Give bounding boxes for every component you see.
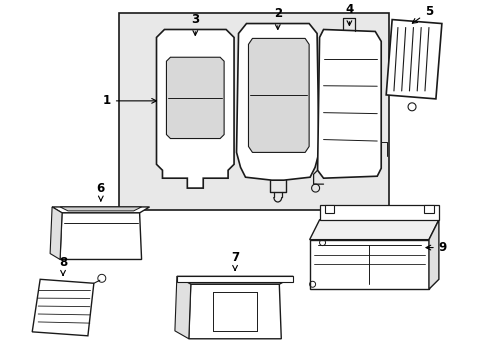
Polygon shape xyxy=(236,23,319,180)
Polygon shape xyxy=(175,276,190,339)
Polygon shape xyxy=(166,57,224,139)
Polygon shape xyxy=(177,276,293,284)
Text: 1: 1 xyxy=(102,94,156,107)
Polygon shape xyxy=(248,39,308,152)
Polygon shape xyxy=(386,19,441,99)
Polygon shape xyxy=(317,30,381,178)
Text: 7: 7 xyxy=(230,251,239,270)
Bar xyxy=(324,205,334,213)
Text: 8: 8 xyxy=(59,256,67,275)
Polygon shape xyxy=(309,220,438,240)
Polygon shape xyxy=(60,207,142,211)
Polygon shape xyxy=(50,207,62,260)
Text: 4: 4 xyxy=(345,3,353,26)
Polygon shape xyxy=(428,220,438,289)
Polygon shape xyxy=(177,276,293,282)
Text: 3: 3 xyxy=(191,13,199,35)
Polygon shape xyxy=(319,205,438,220)
Polygon shape xyxy=(156,30,234,188)
Polygon shape xyxy=(52,207,149,213)
Polygon shape xyxy=(60,213,142,260)
Polygon shape xyxy=(188,284,281,339)
Polygon shape xyxy=(309,240,428,289)
Text: 9: 9 xyxy=(425,241,446,254)
Polygon shape xyxy=(32,279,94,336)
Text: 6: 6 xyxy=(97,181,105,201)
Bar xyxy=(423,205,433,213)
Text: 2: 2 xyxy=(273,7,281,30)
Text: 5: 5 xyxy=(411,5,432,23)
Bar xyxy=(119,13,388,210)
